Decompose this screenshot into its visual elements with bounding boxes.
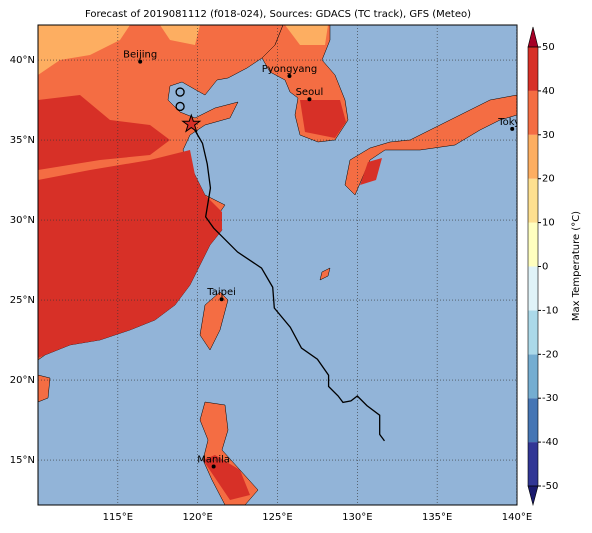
colorbar-tick-label: -20: [542, 349, 558, 360]
start-star: [181, 113, 202, 133]
colorbar-band: [528, 90, 538, 135]
position-marker: [175, 101, 185, 112]
colorbar-tick-label: 40: [542, 86, 555, 97]
japan: [344, 94, 517, 196]
overlay: Beijing Pyongyang Seoul Tokyo Taipei Manila: [38, 25, 526, 505]
city-label: Tokyo: [497, 117, 526, 128]
y-tick-label: 35°N: [10, 135, 35, 146]
y-tick-label: 30°N: [10, 215, 35, 226]
colorbar-tick-label: -40: [542, 437, 558, 448]
city-label: Manila: [197, 454, 230, 465]
korea-warm: [300, 100, 346, 138]
city-dot: [211, 464, 216, 469]
colorbar-tick-label: 30: [542, 130, 555, 141]
city-dot: [287, 74, 292, 79]
city-dot: [307, 97, 312, 102]
y-tick-label: 40°N: [10, 55, 35, 66]
colorbar-tick-label: 10: [542, 218, 555, 229]
korea-cool: [285, 25, 328, 45]
colorbar-tick-label: -30: [542, 393, 558, 404]
colorbar-band: [528, 354, 538, 399]
y-tick-label: 20°N: [10, 375, 35, 386]
colorbar-tick-label: 50: [542, 42, 555, 53]
colorbar-tick-label: 20: [542, 174, 555, 185]
colorbar-tick-label: -10: [542, 305, 558, 316]
x-tick-label: 135°E: [422, 512, 452, 523]
title: Forecast of 2019081112 (f018-024), Sourc…: [85, 9, 471, 20]
city-label: Taipei: [206, 287, 236, 298]
city-label: Beijing: [123, 50, 157, 61]
mountains: [160, 25, 200, 45]
colorbar-band: [528, 47, 538, 91]
x-tick-label: 130°E: [342, 512, 372, 523]
x-tick-label: 140°E: [502, 512, 532, 523]
city-dot: [510, 126, 515, 131]
colorbar-over: [527, 26, 539, 48]
colorbar-under: [527, 485, 539, 507]
colorbar-band: [528, 310, 538, 355]
y-tick-label: 15°N: [10, 455, 35, 466]
mountains: [38, 25, 130, 75]
position-marker: [175, 87, 185, 97]
city-label: Pyongyang: [262, 64, 317, 75]
hainan: [38, 374, 51, 403]
island: [319, 267, 331, 281]
city-dot: [219, 297, 224, 302]
city-label: Seoul: [296, 87, 324, 98]
city-dot: [138, 59, 143, 64]
colorbar-band: [528, 178, 538, 223]
japan-warm: [360, 158, 382, 185]
colorbar-band: [528, 398, 538, 443]
colorbar-tick-label: -50: [542, 481, 558, 492]
colorbar-tick-label: 0: [542, 262, 548, 273]
x-tick-label: 115°E: [103, 512, 133, 523]
track: [190, 123, 385, 442]
china-warm: [38, 95, 170, 170]
y-tick-label: 25°N: [10, 295, 35, 306]
colorbar-band: [528, 222, 538, 267]
colorbar-label: Max Temperature (°C): [571, 211, 582, 321]
x-tick-label: 125°E: [262, 512, 292, 523]
x-tick-label: 120°E: [182, 512, 212, 523]
china-warm: [38, 150, 222, 358]
colorbar-band: [528, 266, 538, 311]
colorbar-band: [528, 134, 538, 179]
colorbar-band: [528, 442, 538, 486]
